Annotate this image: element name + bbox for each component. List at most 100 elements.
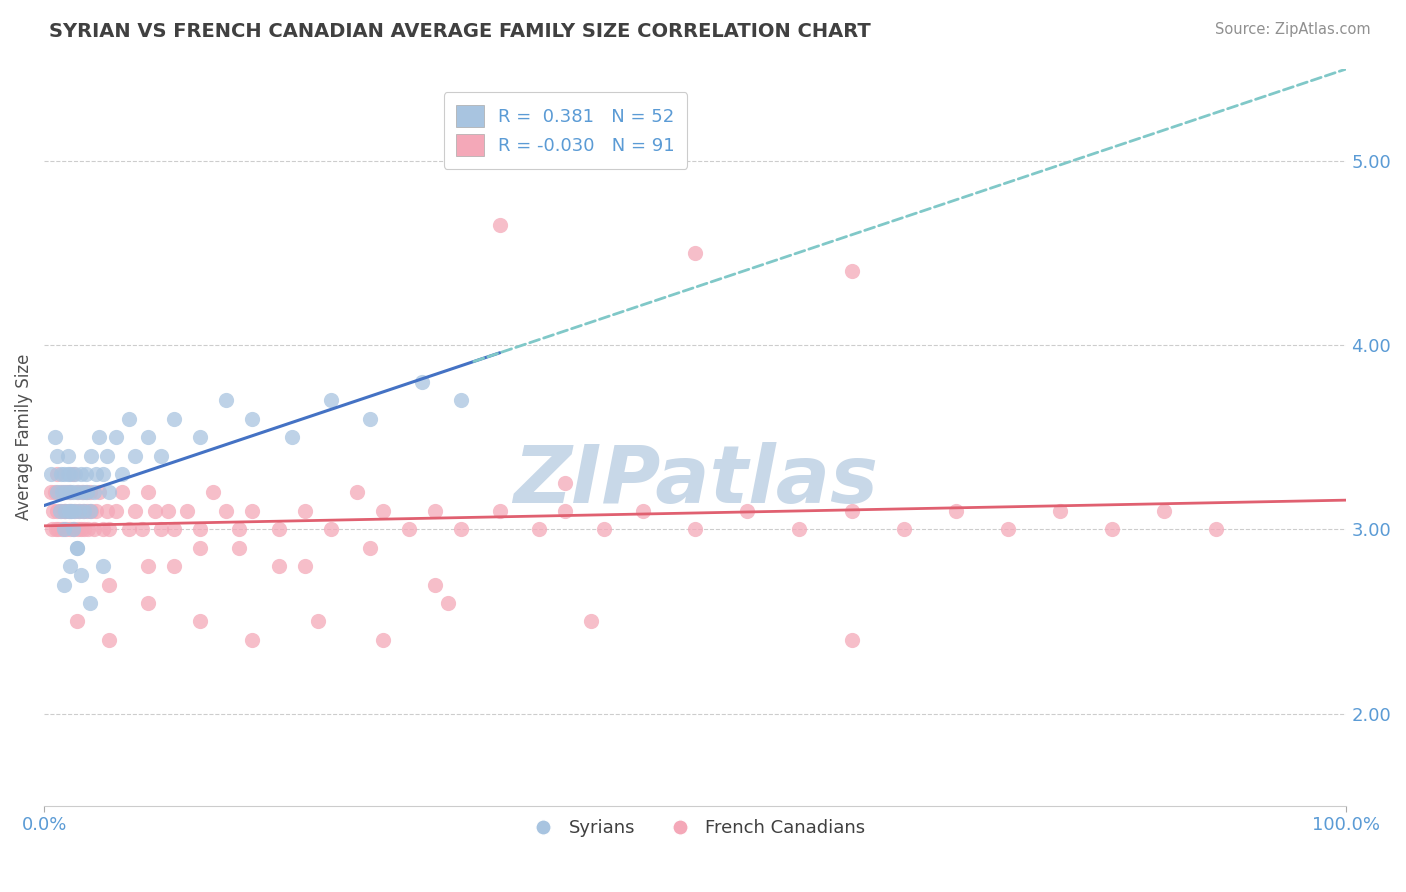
Point [143,504,166,518]
Point [59,485,82,500]
Point [450,522,472,536]
Point [52,522,75,536]
Point [73,522,96,536]
Point [1049,504,1071,518]
Point [398,522,420,536]
Point [118,522,141,536]
Point [76,485,98,500]
Point [163,411,186,425]
Point [80,504,103,518]
Point [423,577,446,591]
Point [66,615,89,629]
Point [98,632,121,647]
Point [75,467,97,481]
Point [111,467,134,481]
Point [63,504,86,518]
Point [136,559,159,574]
Point [39,485,62,500]
Point [841,632,863,647]
Point [67,504,90,518]
Point [242,411,264,425]
Point [55,522,77,536]
Point [554,504,576,518]
Point [190,522,212,536]
Point [67,504,90,518]
Point [62,522,84,536]
Point [44,485,66,500]
Point [359,411,381,425]
Point [371,632,394,647]
Point [190,615,212,629]
Point [48,485,70,500]
Point [80,449,103,463]
Point [48,522,70,536]
Point [124,449,146,463]
Point [294,504,316,518]
Point [39,467,62,481]
Point [631,504,654,518]
Point [242,632,264,647]
Point [131,522,153,536]
Point [75,485,97,500]
Point [56,449,79,463]
Point [46,467,69,481]
Point [319,522,342,536]
Point [136,430,159,444]
Point [46,449,69,463]
Point [91,522,114,536]
Point [45,522,67,536]
Point [893,522,915,536]
Point [59,559,82,574]
Point [242,504,264,518]
Point [111,485,134,500]
Point [579,615,602,629]
Point [371,504,394,518]
Point [683,522,706,536]
Point [72,485,94,500]
Point [72,504,94,518]
Point [83,522,105,536]
Text: ZIPatlas: ZIPatlas [513,442,877,520]
Point [104,504,127,518]
Point [63,522,86,536]
Point [66,522,89,536]
Point [156,504,179,518]
Point [202,485,225,500]
Point [60,504,83,518]
Point [267,522,290,536]
Point [52,485,75,500]
Point [1205,522,1227,536]
Point [59,522,82,536]
Point [319,393,342,408]
Point [62,485,84,500]
Point [56,467,79,481]
Point [55,485,77,500]
Point [789,522,811,536]
Point [49,504,72,518]
Point [411,375,433,389]
Point [307,615,329,629]
Point [1101,522,1123,536]
Point [59,485,82,500]
Y-axis label: Average Family Size: Average Family Size [15,354,32,520]
Point [84,467,107,481]
Point [96,449,118,463]
Point [489,504,512,518]
Point [65,467,87,481]
Point [46,485,69,500]
Point [124,504,146,518]
Point [136,596,159,610]
Point [359,541,381,555]
Point [150,449,173,463]
Point [46,504,69,518]
Point [98,485,121,500]
Point [190,430,212,444]
Point [346,485,368,500]
Point [59,467,82,481]
Point [98,577,121,591]
Point [66,485,89,500]
Point [44,430,66,444]
Point [150,522,173,536]
Point [84,504,107,518]
Point [73,504,96,518]
